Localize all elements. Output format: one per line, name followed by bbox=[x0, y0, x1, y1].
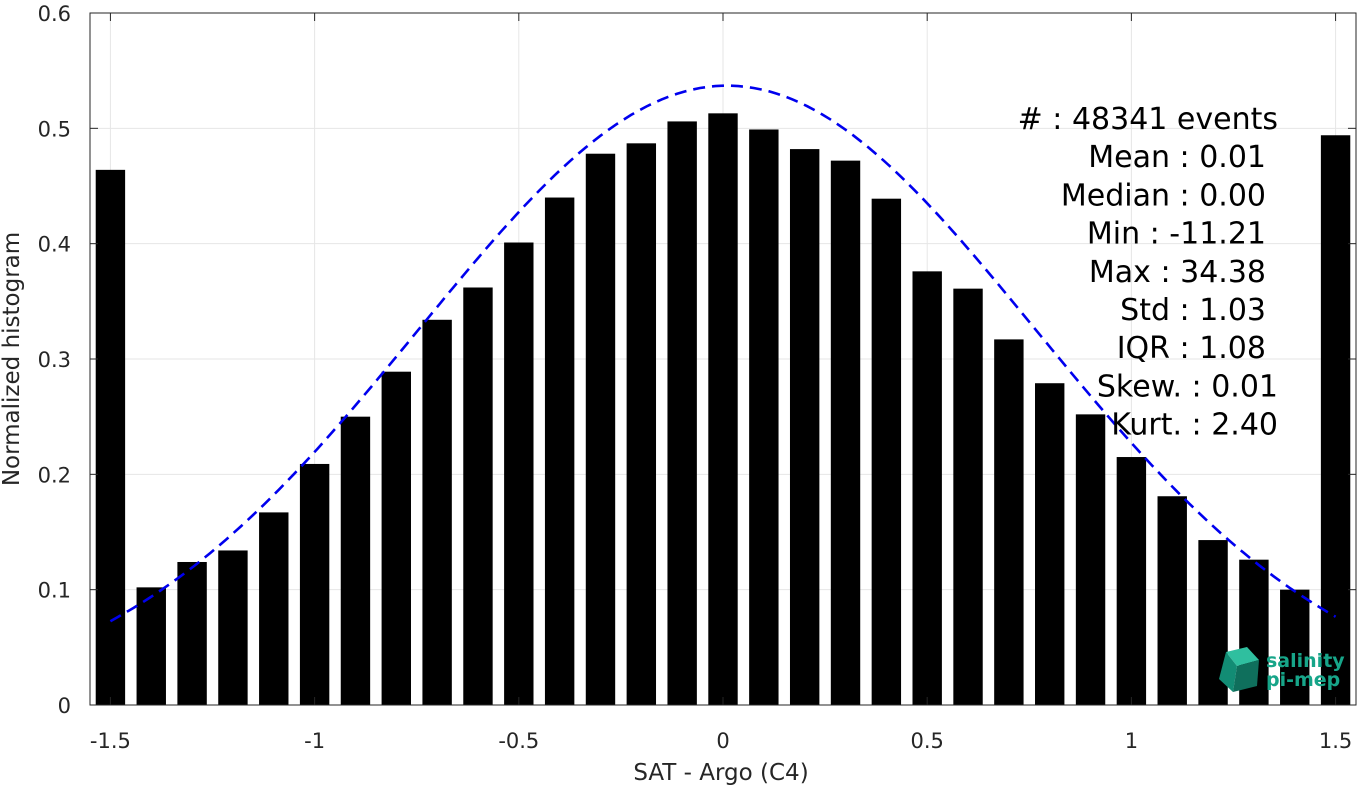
logo-text-line1: salinity bbox=[1266, 650, 1345, 672]
stat-line-7: Skew. : 0.01 bbox=[1097, 369, 1278, 404]
histogram-bar-3 bbox=[218, 550, 248, 705]
y-tick-label-6: 0.6 bbox=[38, 2, 71, 26]
histogram-bar-25 bbox=[1116, 457, 1147, 705]
histogram-bar-7 bbox=[381, 371, 411, 705]
histogram-bar-19 bbox=[871, 198, 902, 706]
histogram-bar-8 bbox=[422, 319, 452, 705]
histogram-bar-13 bbox=[626, 143, 657, 705]
y-tick-label-0: 0 bbox=[58, 694, 71, 718]
histogram-bar-18 bbox=[830, 160, 861, 706]
stat-line-2: Median : 0.00 bbox=[1061, 178, 1266, 213]
histogram-bar-9 bbox=[463, 287, 493, 705]
histogram-bar-20 bbox=[912, 271, 942, 705]
histogram-bar-17 bbox=[789, 149, 820, 706]
gaussian-fit-curve bbox=[109, 84, 1337, 623]
histogram-bar-24 bbox=[1075, 414, 1106, 705]
y-tick-label-2: 0.2 bbox=[38, 463, 71, 487]
tick-labels: -1.5 -1 -0.5 0 0.5 1 1.5 0 0.1 0.2 0.3 0.4 0.5 0.6 bbox=[38, 2, 1353, 753]
x-tick-label-5: 1 bbox=[1125, 729, 1138, 753]
bars bbox=[95, 113, 1351, 706]
stat-line-3: Min : -11.21 bbox=[1087, 217, 1266, 252]
y-tick-label-3: 0.3 bbox=[38, 348, 71, 372]
stat-line-8: Kurt. : 2.40 bbox=[1111, 408, 1278, 443]
histogram-bar-0 bbox=[95, 169, 126, 705]
logo-text-line2: pi-mep bbox=[1266, 669, 1340, 691]
histogram-bar-5 bbox=[299, 463, 330, 705]
histogram-bar-14 bbox=[667, 121, 697, 705]
histogram-bar-6 bbox=[340, 416, 371, 705]
x-axis-title: SAT - Argo (C4) bbox=[633, 760, 808, 786]
histogram-bar-1 bbox=[136, 587, 166, 705]
x-tick-label-3: 0 bbox=[716, 729, 729, 753]
x-tick-label-6: 1.5 bbox=[1319, 729, 1352, 753]
y-tick-label-4: 0.4 bbox=[38, 233, 71, 257]
histogram-bar-10 bbox=[504, 242, 534, 705]
histogram-bar-16 bbox=[749, 129, 779, 705]
x-tick-label-4: 0.5 bbox=[910, 729, 943, 753]
y-axis-title: Normalized histogram bbox=[0, 232, 25, 486]
x-tick-label-0: -1.5 bbox=[90, 729, 131, 753]
x-tick-label-1: -1 bbox=[304, 729, 325, 753]
fit-curve-layer bbox=[109, 84, 1337, 623]
stat-line-6: IQR : 1.08 bbox=[1117, 331, 1266, 366]
stat-line-5: Std : 1.03 bbox=[1120, 293, 1266, 328]
histogram-bar-15 bbox=[708, 113, 738, 706]
histogram-bar-22 bbox=[994, 339, 1024, 705]
axes bbox=[89, 12, 1357, 706]
x-tick-label-2: -0.5 bbox=[498, 729, 539, 753]
histogram-bar-29 bbox=[1280, 589, 1310, 705]
histogram-bar-11 bbox=[544, 197, 575, 706]
stat-line-0: # : 48341 events bbox=[1018, 102, 1278, 137]
histogram-bar-4 bbox=[259, 512, 289, 705]
stat-line-4: Max : 34.38 bbox=[1089, 255, 1266, 290]
histogram-bar-26 bbox=[1157, 496, 1187, 705]
salinity-pimep-logo: salinity pi-mep bbox=[1219, 647, 1345, 692]
y-tick-label-1: 0.1 bbox=[38, 579, 71, 603]
histogram-bar-2 bbox=[177, 561, 207, 705]
y-tick-label-5: 0.5 bbox=[38, 117, 71, 141]
histogram-bar-21 bbox=[953, 288, 983, 705]
stat-line-1: Mean : 0.01 bbox=[1088, 140, 1266, 175]
histogram-bar-23 bbox=[1035, 383, 1065, 705]
histogram-bar-30 bbox=[1320, 135, 1351, 706]
histogram-bar-12 bbox=[585, 153, 616, 705]
cube-logo-icon bbox=[1219, 647, 1259, 692]
